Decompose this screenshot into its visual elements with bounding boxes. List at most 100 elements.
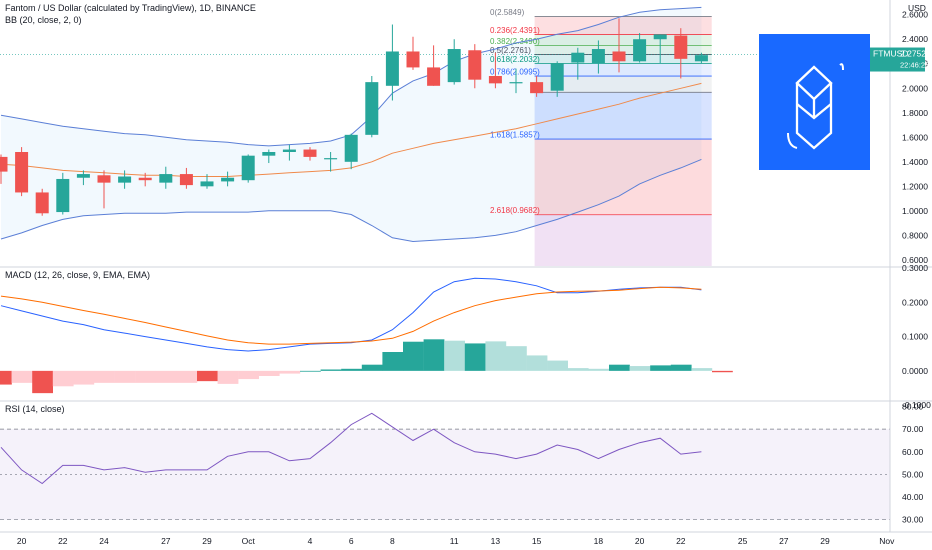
fib-level-label: 0.382(2.3490) <box>490 37 540 46</box>
rsi-axis-tick: 40.00 <box>902 492 924 502</box>
fib-level-label: 1.618(1.5857) <box>490 131 540 140</box>
candle <box>324 158 338 160</box>
fib-level-label: 0(2.5849) <box>490 8 525 17</box>
macd-histogram-bar <box>238 370 259 380</box>
bb-lower-line <box>0 158 702 243</box>
price-axis-tick: 2.4000 <box>902 34 928 44</box>
macd-histogram-bar <box>341 368 362 371</box>
fib-zone <box>534 92 712 140</box>
macd-histogram-bar <box>11 370 33 383</box>
time-axis-tick: 29 <box>202 536 212 546</box>
candle <box>200 181 214 187</box>
time-axis-tick: 22 <box>58 536 68 546</box>
candle <box>385 51 399 86</box>
candle <box>488 76 502 84</box>
macd-histogram-bar <box>279 370 301 374</box>
macd-histogram-bar <box>464 343 486 371</box>
candle <box>262 152 276 156</box>
macd-axis-tick: 0.1000 <box>902 332 928 342</box>
macd-axis-tick: 0.0000 <box>902 366 928 376</box>
currency-label: USD <box>908 3 926 13</box>
fib-zone <box>534 214 712 266</box>
fib-zone <box>534 139 712 215</box>
candle <box>653 34 667 40</box>
candle <box>179 174 193 186</box>
candle <box>447 49 461 83</box>
macd-histogram-bar <box>485 341 507 371</box>
macd-histogram-bar <box>629 366 651 371</box>
candle <box>56 178 70 213</box>
candle <box>0 156 8 172</box>
price-pane[interactable]: 0(2.5849) 0.236(2.4391) 0.382(2.3490)0.5(2… <box>0 6 890 266</box>
time-axis-tick: 29 <box>820 536 830 546</box>
macd-histogram-bar <box>300 370 321 372</box>
candle <box>35 192 49 214</box>
macd-histogram-bar <box>176 370 198 383</box>
candle <box>138 177 152 181</box>
time-axis-tick: 15 <box>532 536 542 546</box>
rsi-indicator-label: RSI (14, close) <box>5 404 65 414</box>
macd-histogram-bar <box>588 368 610 371</box>
time-axis-tick: 13 <box>491 536 501 546</box>
time-axis-tick: 27 <box>779 536 789 546</box>
macd-histogram-bar <box>650 365 671 371</box>
candle <box>468 50 482 80</box>
macd-histogram-bar <box>258 370 280 376</box>
chart-title: Fantom / US Dollar (calculated by Tradin… <box>5 3 256 13</box>
candle <box>694 55 708 62</box>
fib-level-label: 2.618(0.9682) <box>490 206 540 215</box>
macd-histogram-bar <box>155 370 177 383</box>
candle <box>159 174 173 183</box>
candle <box>365 82 379 135</box>
rsi-pane[interactable] <box>0 412 890 521</box>
fib-level-label: 0.236(2.4391) <box>490 26 540 35</box>
fib-zone <box>534 45 712 55</box>
price-axis-tick: 1.6000 <box>902 132 928 142</box>
candle <box>15 152 29 193</box>
macd-histogram-bar <box>506 346 527 371</box>
bb-indicator-label: BB (20, close, 2, 0) <box>5 15 82 25</box>
fib-level-label: 0.5(2.2761) <box>490 46 531 55</box>
macd-histogram-bar <box>52 370 74 387</box>
time-axis-tick: 24 <box>99 536 109 546</box>
macd-pane[interactable] <box>0 277 733 394</box>
macd-signal-line <box>0 286 702 345</box>
candle <box>97 175 111 183</box>
macd-histogram-bar <box>135 370 156 383</box>
price-tag-countdown: 22:46:25 <box>900 61 929 70</box>
fib-zone <box>534 76 712 93</box>
price-tag-symbol: FTMUSD <box>873 49 908 59</box>
price-axis-tick: 1.4000 <box>902 157 928 167</box>
fib-level-label: 0.618(2.2032) <box>490 55 540 64</box>
macd-histogram-bar <box>32 370 53 394</box>
macd-histogram-bar <box>609 364 630 371</box>
macd-histogram-bar <box>670 364 692 371</box>
price-axis-tick: 1.0000 <box>902 206 928 216</box>
candle <box>406 51 420 68</box>
candle <box>344 134 358 162</box>
candle <box>241 155 255 181</box>
candle <box>674 35 688 59</box>
candle <box>221 177 235 182</box>
fib-level-label: 0.786(2.0995) <box>490 68 540 77</box>
time-axis-tick: 25 <box>738 536 748 546</box>
fib-zone <box>534 63 712 77</box>
candle <box>530 82 544 94</box>
rsi-axis-tick: 80.00 <box>902 402 924 412</box>
macd-histogram-bar <box>712 370 733 373</box>
macd-histogram-bar <box>691 368 713 371</box>
macd-histogram-bar <box>403 341 424 371</box>
macd-axis-tick: -0.1000 <box>902 400 931 410</box>
macd-histogram-bar <box>361 364 383 371</box>
fib-zone <box>534 34 712 46</box>
price-tag: FTMUSD 2.2752 22:46:25 <box>870 47 929 72</box>
price-axis-tick: 0.8000 <box>902 230 928 240</box>
bb-fill <box>1 7 702 242</box>
candle <box>118 176 132 183</box>
price-axis-tick: 1.8000 <box>902 108 928 118</box>
rsi-axis-tick: 60.00 <box>902 447 924 457</box>
time-axis-tick: 22 <box>676 536 686 546</box>
time-axis-tick: 8 <box>390 536 395 546</box>
time-axis-tick: 6 <box>349 536 354 546</box>
